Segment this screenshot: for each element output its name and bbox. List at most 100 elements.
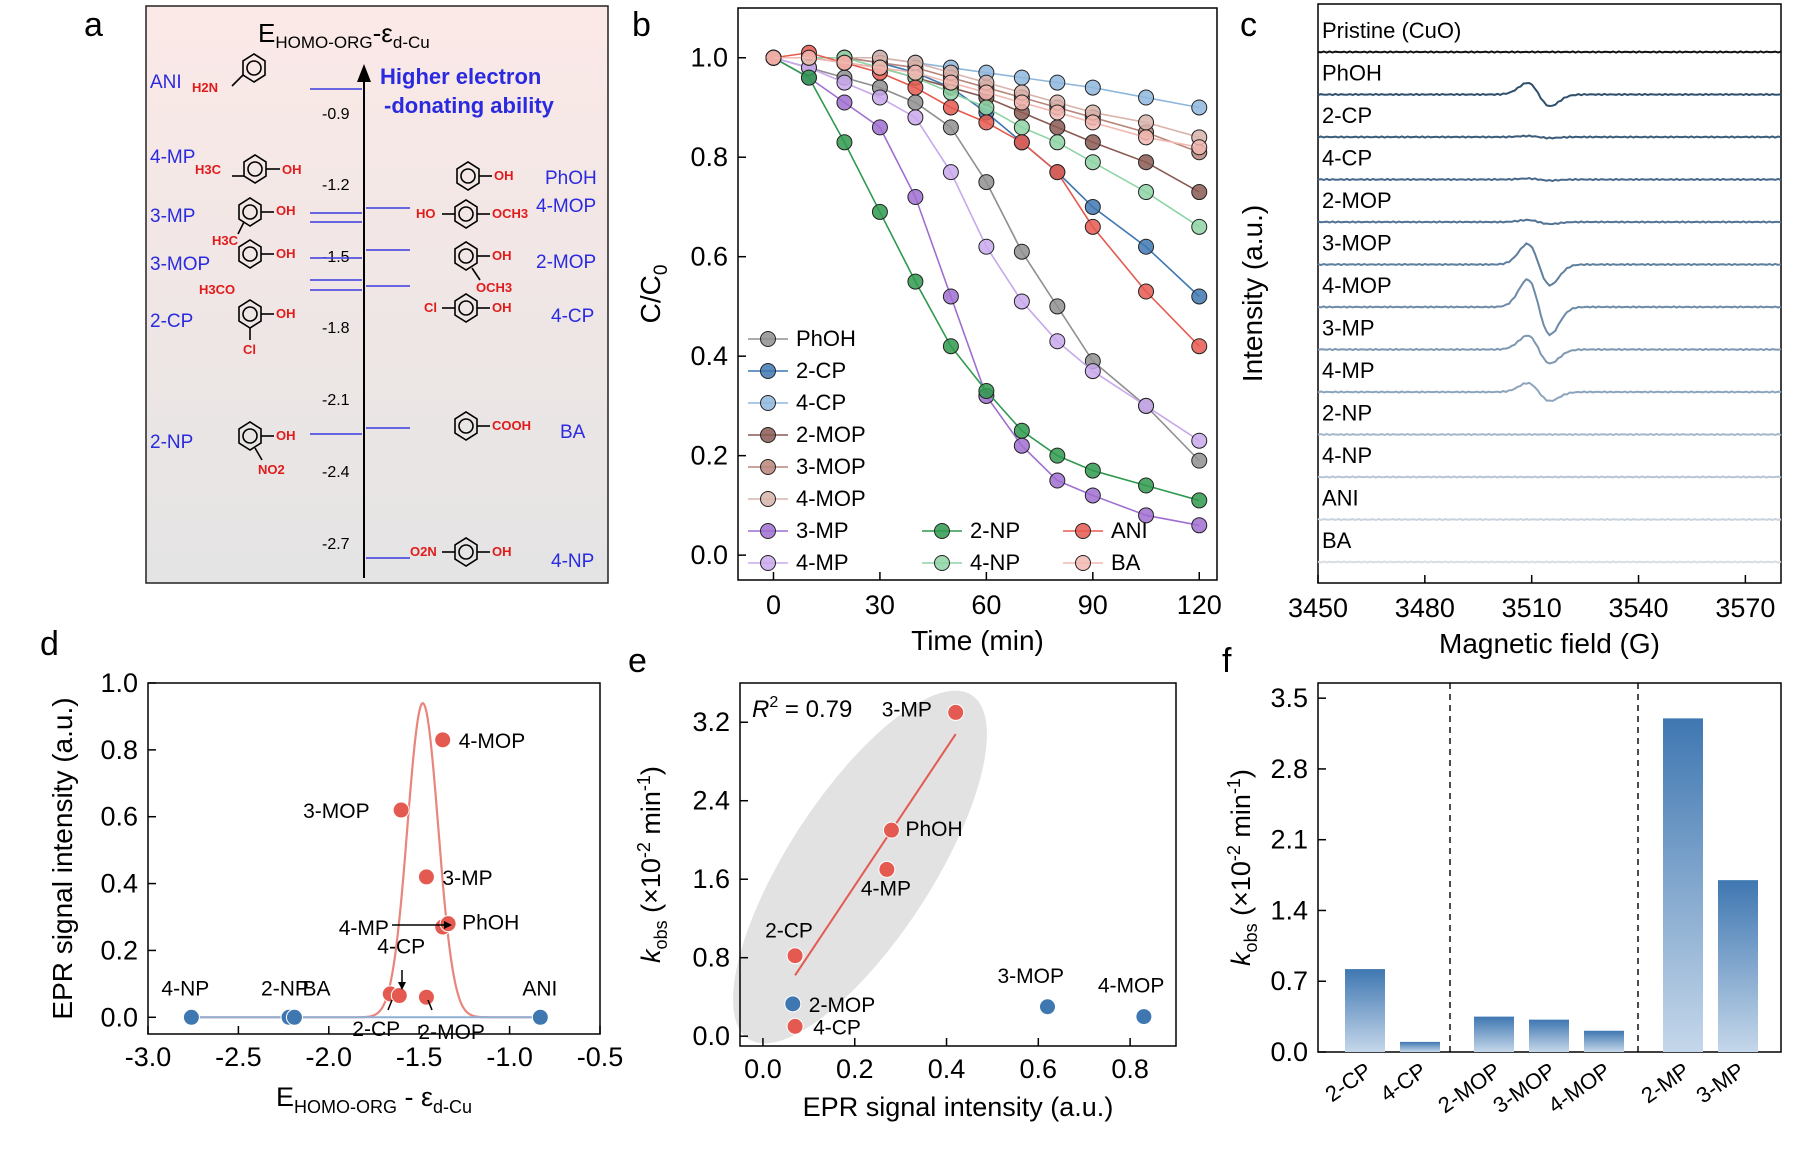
trace-label-2-NP: 2-NP <box>1322 401 1372 426</box>
data-point-BA <box>1084 114 1101 131</box>
epr-trace-3-MP <box>1317 334 1782 365</box>
panel-a-frame <box>145 5 609 584</box>
benzene-ring-ba <box>454 411 478 441</box>
data-point-3-MP <box>836 94 853 111</box>
panel-label-e: e <box>628 642 647 680</box>
trace-label-4-MP: 4-MP <box>1322 358 1375 383</box>
x-tick-label-f: 3-MOP <box>1488 1058 1559 1118</box>
panel-e-plot: 0.0 0.2 0.4 0.6 0.8 0.0 0.8 1.6 2.4 3.2 EPR signal… <box>634 682 1177 1122</box>
data-point-3-MOP <box>392 801 410 819</box>
legend-marker-4-CP <box>760 395 776 411</box>
x-tick-label-b: 30 <box>865 590 895 620</box>
group-ch3: H3C <box>195 162 222 177</box>
point-label-PhOH: PhOH <box>905 818 962 841</box>
x-tick-label-c: 3540 <box>1608 593 1668 623</box>
data-point-4-CP <box>1084 79 1101 96</box>
y-tick-label-f: 2.8 <box>1270 754 1308 784</box>
epr-trace-4-CP <box>1317 176 1782 183</box>
y-tick-label-b: 0.2 <box>690 441 728 471</box>
data-point-3-MP <box>871 119 888 136</box>
data-point-4-MP <box>907 109 924 126</box>
point-label-4-NP: 4-NP <box>161 977 209 1000</box>
x-tick-label-f: 4-MOP <box>1543 1058 1614 1118</box>
data-point-4-MP <box>978 238 995 255</box>
tick-a: -2.1 <box>322 392 350 409</box>
series-line-2-NP <box>773 57 1200 502</box>
arrow-2cp <box>387 999 393 1011</box>
y-tick-label-e: 3.2 <box>692 707 730 737</box>
plot-frame-b <box>737 7 1218 581</box>
data-point-4-MP <box>1049 333 1066 350</box>
bar-2-MOP <box>1474 1016 1514 1052</box>
panel-a: EHOMO-ORG-εd-Cu Higher electron -donatin… <box>145 5 609 584</box>
mol-name-4cp: 4-CP <box>551 306 594 327</box>
legend-marker-3-MOP <box>760 459 776 475</box>
data-point-2-MOP <box>417 988 435 1006</box>
y-tick-label-f: 2.1 <box>1270 825 1308 855</box>
epr-trace-BA <box>1317 560 1782 564</box>
legend-label-2-NP: 2-NP <box>970 518 1020 543</box>
x-tick-label-d: -1.5 <box>396 1042 443 1072</box>
group-oh: OH <box>276 246 296 261</box>
data-point-ANI <box>978 114 995 131</box>
x-tick-label-b: 90 <box>1078 590 1108 620</box>
x-tick-label-d: -2.5 <box>215 1042 262 1072</box>
x-tick-label-f: 2-MOP <box>1433 1058 1504 1118</box>
left-molecule-names: ANI 4-MP 3-MP 3-MOP 2-CP 2-NP <box>150 72 210 453</box>
epr-trace-4-MP <box>1317 381 1782 403</box>
data-point-3-MP <box>1191 517 1208 534</box>
x-tick-label-c: 3450 <box>1288 593 1348 623</box>
level-arrows <box>310 88 410 559</box>
epr-trace-2-NP <box>1317 432 1782 437</box>
point-label-3-MP: 3-MP <box>442 867 492 890</box>
data-point-PhOH <box>942 119 959 136</box>
legend-label-3-MP: 3-MP <box>796 518 849 543</box>
panel-label-d: d <box>40 625 59 663</box>
epr-trace-3-MOP <box>1317 242 1782 287</box>
data-point-4-CP <box>1049 74 1066 91</box>
data-point-3-MP <box>1049 472 1066 489</box>
y-tick-label-f: 3.5 <box>1270 683 1308 713</box>
trace-label-2-CP: 2-CP <box>1322 103 1372 128</box>
bar-3-MOP <box>1529 1019 1569 1052</box>
data-point-4-MP <box>836 74 853 91</box>
data-point-2-NP <box>978 382 995 399</box>
data-point-4-CP <box>1013 69 1030 86</box>
tick-a: -2.7 <box>322 536 350 553</box>
y-tick-label-b: 0.6 <box>690 242 728 272</box>
y-tick-label-d: 1.0 <box>100 668 138 698</box>
data-point-3-MP <box>1013 437 1030 454</box>
data-point-3-MP <box>417 868 435 886</box>
legend-label-4-MOP: 4-MOP <box>796 486 866 511</box>
data-point-2-NP <box>800 69 817 86</box>
panel-d-plot: -3.0 -2.5 -2.0 -1.5 -1.0 -0.5 0.0 0.2 0.4 0.6 0.8 1… <box>47 668 623 1117</box>
point-label-2-CP: 2-CP <box>765 920 813 943</box>
trace-label-BA: BA <box>1322 528 1352 553</box>
point-label-PhOH: PhOH <box>462 912 519 935</box>
mol-name-ba: BA <box>560 422 586 443</box>
data-point-BA <box>907 64 924 81</box>
data-point-4-MOP <box>1135 1008 1153 1026</box>
data-point-4-CP <box>390 987 408 1005</box>
panel-label-b: b <box>632 6 651 44</box>
group-oh: OH <box>276 428 296 443</box>
tick-a: -1.8 <box>322 320 350 337</box>
group-ho: HO <box>416 206 436 221</box>
data-point-PhOH <box>882 821 900 839</box>
mol-name-phoh: PhOH <box>545 168 597 189</box>
y-tick-label-b: 1.0 <box>690 43 728 73</box>
benzene-ring-4mop <box>454 199 478 229</box>
data-point-4-MP <box>942 164 959 181</box>
data-point-4-NP <box>978 99 995 116</box>
fit-line <box>794 733 957 976</box>
data-point-4-NP <box>1191 218 1208 235</box>
panel-label-c: c <box>1240 6 1257 44</box>
arrowhead-4cp <box>398 982 406 990</box>
data-point-3-MP <box>907 189 924 206</box>
data-point-ANI <box>1138 283 1155 300</box>
mol-name-3mp: 3-MP <box>150 206 195 227</box>
tick-a: -2.4 <box>322 464 350 481</box>
point-label-2-MOP: 2-MOP <box>809 994 876 1017</box>
data-point-4-MP <box>1084 363 1101 380</box>
y-tick-label-d: 0.4 <box>100 869 138 899</box>
